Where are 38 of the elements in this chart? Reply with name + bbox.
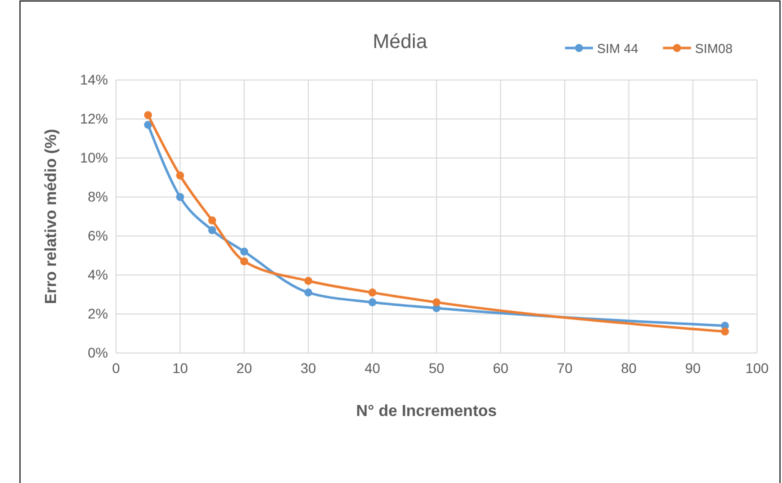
x-tick-label: 60 <box>492 360 509 376</box>
chart-title: Média <box>372 31 428 53</box>
point <box>368 288 376 297</box>
x-tick-label: 40 <box>364 360 380 376</box>
y-tick-label: 0% <box>88 344 108 360</box>
point <box>144 111 152 120</box>
point <box>304 288 312 297</box>
point <box>304 276 312 285</box>
y-tick-label: 12% <box>80 110 108 126</box>
x-tick-label: 20 <box>236 360 252 376</box>
x-axis-title: N° de Incrementos <box>356 403 497 420</box>
x-tick-label: 50 <box>428 360 444 376</box>
point <box>432 298 440 306</box>
x-tick-label: 0 <box>112 360 120 376</box>
point <box>176 172 184 180</box>
y-tick-label: 2% <box>88 305 108 322</box>
x-tick-label: 70 <box>556 360 573 376</box>
x-tick-label: 30 <box>300 360 316 376</box>
y-axis-title: Erro relativo médio (%) <box>43 128 60 304</box>
point <box>176 193 184 201</box>
x-tick-label: 100 <box>745 360 769 376</box>
point <box>240 257 248 266</box>
point <box>720 328 729 336</box>
y-tick-label: 8% <box>88 188 108 204</box>
point <box>208 226 216 234</box>
legend-label: SIM 44 <box>597 41 638 56</box>
x-tick-label: 80 <box>621 360 637 376</box>
point <box>240 248 248 256</box>
y-tick-label: 6% <box>88 227 108 244</box>
x-tick-label: 90 <box>685 360 701 376</box>
point <box>368 298 376 306</box>
y-tick-label: 14% <box>80 71 108 88</box>
y-tick-label: 10% <box>80 149 108 166</box>
x-tick-label: 10 <box>172 360 188 376</box>
y-tick-label: 4% <box>88 266 108 282</box>
point <box>208 216 216 224</box>
point <box>144 120 152 129</box>
legend-label: SIM08 <box>695 41 733 56</box>
